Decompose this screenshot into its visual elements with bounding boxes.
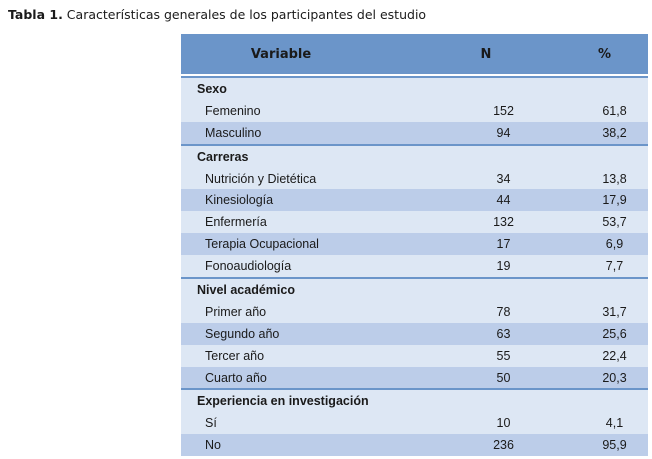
row-label: Tercer año [205, 348, 265, 363]
row-pct: 17,9 [602, 193, 627, 208]
category-row: Sexo [181, 76, 648, 100]
row-pct: 31,7 [602, 304, 627, 319]
table-header: Variable N % [181, 34, 648, 76]
table-body: Sexo Femenino 152 61,8 Masculino 94 38,2 Carrer… [181, 76, 648, 457]
row-label: Primer año [205, 304, 267, 319]
table-row: Kinesiología 44 17,9 [181, 189, 648, 212]
table-row: Tercer año 55 22,4 [181, 344, 648, 367]
row-label: Cuarto año [205, 370, 267, 385]
row-n: 63 [496, 326, 511, 341]
row-n: 10 [496, 416, 511, 431]
row-label: Terapia Ocupacional [205, 237, 319, 252]
row-pct: 25,6 [602, 326, 627, 341]
row-label: Masculino [205, 125, 262, 140]
row-n: 236 [493, 438, 514, 453]
row-n: 34 [496, 171, 511, 186]
row-pct: 6,9 [605, 237, 624, 252]
table-row: No 236 95,9 [181, 434, 648, 457]
row-n: 50 [496, 370, 511, 385]
row-n: 17 [496, 237, 511, 252]
row-label: Segundo año [205, 326, 280, 341]
row-pct: 61,8 [602, 103, 627, 118]
table-row: Cuarto año 50 20,3 [181, 366, 648, 389]
row-pct: 22,4 [602, 348, 627, 363]
data-table: Variable N % Sexo Femenino 152 61,8 Masculin… [181, 34, 648, 457]
table-row: Enfermería 132 53,7 [181, 211, 648, 234]
row-n: 19 [496, 259, 511, 274]
row-pct: 7,7 [605, 259, 624, 274]
row-n: 78 [496, 304, 511, 319]
row-label: Sí [205, 416, 217, 431]
header-pct: % [597, 46, 612, 62]
row-pct: 53,7 [602, 215, 627, 230]
category-row: Experiencia en investigación [181, 388, 648, 413]
row-n: 94 [496, 125, 511, 140]
category-title: Nivel académico [197, 282, 295, 297]
category-title: Carreras [197, 149, 249, 164]
table-caption: Tabla 1. Características generales de lo… [8, 7, 426, 22]
table-row: Sí 10 4,1 [181, 412, 648, 435]
header-n: N [480, 46, 492, 62]
caption-text: Características generales de los partici… [62, 7, 427, 22]
row-label: Nutrición y Dietética [205, 171, 317, 186]
category-title: Sexo [197, 81, 227, 96]
table-row: Segundo año 63 25,6 [181, 322, 648, 345]
row-pct: 95,9 [602, 438, 627, 453]
row-n: 132 [493, 215, 514, 230]
category-row: Carreras [181, 143, 648, 168]
header-variable: Variable [250, 46, 312, 62]
table-row: Femenino 152 61,8 [181, 99, 648, 122]
row-pct: 13,8 [602, 171, 627, 186]
category-title: Experiencia en investigación [197, 394, 369, 409]
row-pct: 4,1 [605, 416, 624, 431]
row-label: Kinesiología [205, 193, 274, 208]
row-n: 44 [496, 193, 511, 208]
row-pct: 38,2 [602, 125, 627, 140]
table-row: Primer año 78 31,7 [181, 300, 648, 323]
table-row: Masculino 94 38,2 [181, 121, 648, 144]
row-n: 152 [493, 103, 514, 118]
caption-label: Tabla 1. [8, 7, 63, 22]
category-row: Nivel académico [181, 277, 648, 301]
row-label: Fonoaudiología [205, 259, 292, 274]
row-pct: 20,3 [602, 370, 627, 385]
table-row: Terapia Ocupacional 17 6,9 [181, 233, 648, 256]
row-label: No [205, 438, 221, 453]
table-row: Nutrición y Dietética 34 13,8 [181, 167, 648, 190]
table-row: Fonoaudiología 19 7,7 [181, 255, 648, 278]
row-label: Enfermería [205, 215, 267, 230]
row-n: 55 [496, 348, 511, 363]
row-label: Femenino [205, 103, 261, 118]
